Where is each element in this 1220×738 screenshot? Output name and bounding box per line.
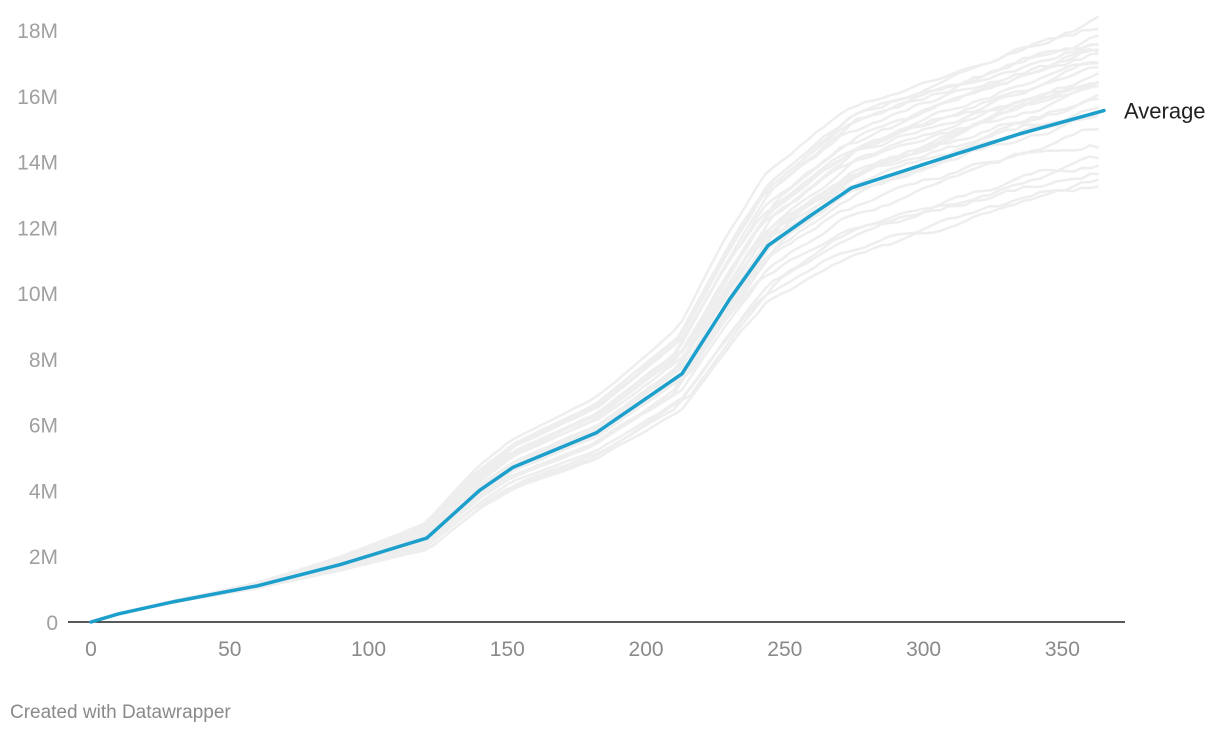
background-series-line (90, 15, 1100, 624)
x-tick-label: 0 (85, 638, 97, 661)
background-series-line (90, 178, 1099, 624)
background-series-line (90, 80, 1100, 624)
y-axis-ticks: 0 2M 4M 6M 8M 10M 12M 14M 16M 18M (17, 20, 58, 635)
background-series-line (90, 80, 1099, 624)
background-series-line (90, 164, 1099, 624)
background-series-line (90, 84, 1099, 624)
background-series-group (90, 15, 1100, 624)
y-tick-label: 14M (17, 152, 58, 175)
x-tick-label: 350 (1045, 638, 1080, 661)
background-series-line (90, 155, 1099, 624)
average-series-label: Average (1124, 99, 1206, 124)
y-tick-label: 10M (17, 283, 58, 306)
line-chart: 0 2M 4M 6M 8M 10M 12M 14M 16M 18M 0 50 100 150 200 250… (17, 15, 1206, 661)
y-tick-label: 0 (46, 612, 58, 635)
x-tick-label: 50 (218, 638, 241, 661)
background-series-line (90, 65, 1099, 624)
background-series-line (90, 128, 1099, 624)
x-tick-label: 200 (629, 638, 664, 661)
y-tick-label: 18M (17, 20, 58, 43)
y-tick-label: 12M (17, 217, 58, 240)
datawrapper-credit: Created with Datawrapper (10, 702, 231, 723)
background-series-line (90, 43, 1099, 624)
background-series-line (90, 112, 1099, 624)
background-series-line (90, 114, 1099, 624)
y-tick-label: 8M (29, 349, 58, 372)
y-tick-label: 16M (17, 86, 58, 109)
x-tick-label: 150 (490, 638, 525, 661)
average-series-line (89, 108, 1106, 624)
y-tick-label: 6M (29, 415, 58, 438)
x-tick-label: 250 (767, 638, 802, 661)
background-series-line (90, 106, 1099, 624)
background-series-line (90, 143, 1099, 624)
background-series-line (90, 81, 1099, 624)
x-axis-ticks: 0 50 100 150 200 250 300 350 (85, 638, 1080, 661)
background-series-line (90, 113, 1099, 624)
chart-svg: 0 2M 4M 6M 8M 10M 12M 14M 16M 18M 0 50 100 150 200 250… (17, 15, 1206, 661)
background-series-line (90, 81, 1099, 624)
y-tick-label: 4M (29, 480, 58, 503)
x-tick-label: 300 (906, 638, 941, 661)
y-tick-label: 2M (29, 546, 58, 569)
background-series-line (90, 42, 1099, 624)
x-tick-label: 100 (351, 638, 386, 661)
